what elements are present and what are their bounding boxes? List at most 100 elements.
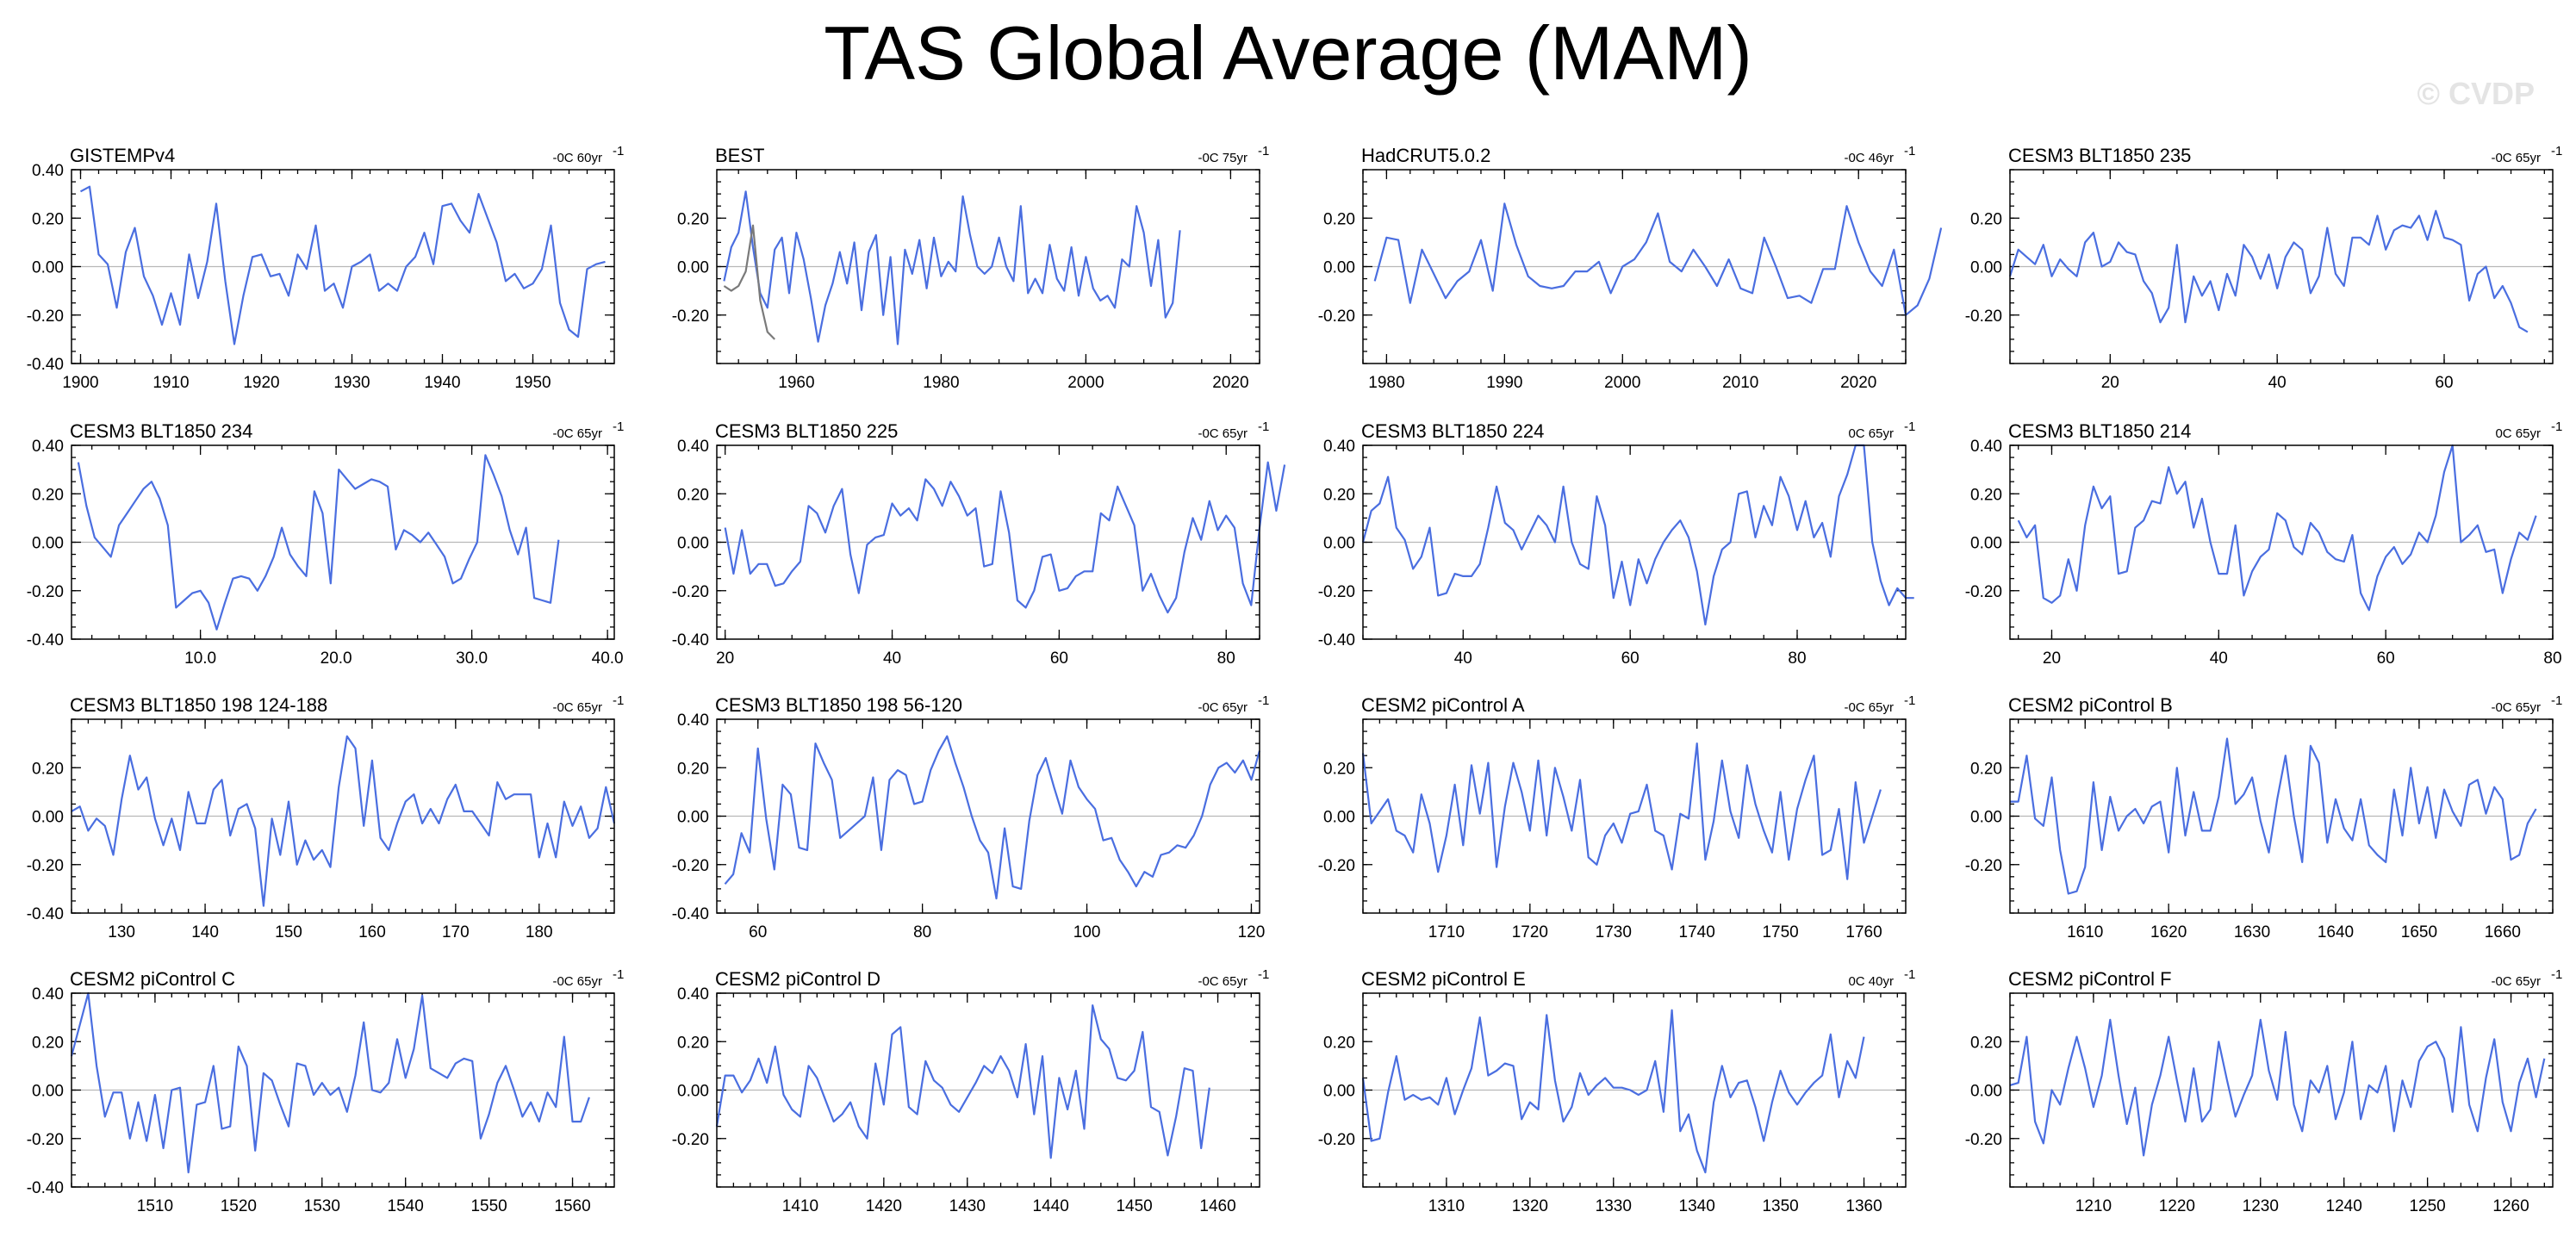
panel-frame [2009, 992, 2554, 1188]
y-tick-label: -0.20 [1318, 308, 1355, 326]
y-tick-label: 0.20 [1323, 1034, 1355, 1052]
panel-title: CESM3 BLT1850 214 [2008, 420, 2191, 442]
y-tick-label: -0.20 [27, 857, 64, 875]
panel-trend-label: -0C 65yr [2491, 151, 2541, 165]
x-tick-label: 20.0 [320, 649, 352, 668]
x-tick-label: 1990 [1486, 374, 1522, 392]
chart-panel: CESM3 BLT1850 198 56-120 -0C 65yr -1 60 80 10… [672, 693, 1270, 941]
x-tick-label: 1460 [1199, 1197, 1235, 1215]
y-tick-label: -0.20 [27, 1131, 64, 1149]
y-tick-label: -0.20 [27, 583, 64, 601]
x-tick-label: 1320 [1512, 1197, 1548, 1215]
x-tick-label: 140 [191, 923, 219, 941]
panel-trend-label: -0C 65yr [1198, 426, 1248, 441]
chart-panel: CESM2 piControl D -0C 65yr -1 1410 1420 1430 1… [672, 967, 1270, 1215]
x-tick-label: 2000 [1067, 374, 1104, 392]
panel-trend-exponent: -1 [2551, 967, 2562, 982]
panel-title: CESM2 piControl F [2008, 968, 2172, 990]
y-tick-label: 0.20 [1970, 486, 2002, 504]
series-line [1361, 1009, 1865, 1174]
chart-panel: GISTEMPv4 -0C 60yr -1 1900 1910 1920 1930 1940 1… [27, 144, 625, 392]
panel-title: CESM3 BLT1850 234 [70, 420, 252, 442]
panel-frame [2009, 718, 2554, 914]
x-tick-label: 1420 [866, 1197, 902, 1215]
panel-title: CESM2 piControl D [715, 968, 880, 990]
panel-trend-exponent: -1 [1904, 967, 1915, 982]
x-tick-label: 1610 [2067, 923, 2103, 941]
series-line [724, 735, 1261, 900]
panel-title: CESM2 piControl C [70, 968, 235, 990]
x-tick-label: 2010 [1722, 374, 1758, 392]
x-tick-label: 1260 [2492, 1197, 2529, 1215]
chart-panel: CESM2 piControl F -0C 65yr -1 1210 1220 1230 1… [1965, 967, 2563, 1215]
y-tick-label: -0.20 [1965, 583, 2002, 601]
chart-panel: CESM3 BLT1850 224 0C 65yr -1 40 60 80 -0.40 -0.… [1318, 419, 1916, 668]
y-tick-label: -0.20 [1318, 857, 1355, 875]
y-tick-label: 0.00 [1970, 1083, 2002, 1101]
y-tick-label: -0.40 [672, 905, 709, 923]
y-tick-label: 0.00 [1323, 259, 1355, 277]
y-tick-label: -0.20 [672, 308, 709, 326]
x-tick-label: 170 [442, 923, 470, 941]
panel-trend-exponent: -1 [1904, 144, 1915, 158]
x-tick-label: 1630 [2234, 923, 2270, 941]
y-tick-label: -0.20 [27, 308, 64, 326]
x-tick-label: 1550 [470, 1197, 507, 1215]
y-tick-label: -0.40 [672, 631, 709, 649]
series-line [724, 461, 1286, 614]
chart-panel: CESM3 BLT1850 234 -0C 65yr -1 10.0 20.0 30.0 4… [27, 419, 625, 668]
y-tick-label: 0.00 [1323, 809, 1355, 827]
x-tick-label: 20 [2101, 374, 2119, 392]
y-tick-label: 0.20 [677, 1034, 709, 1052]
panel-trend-exponent: -1 [1258, 693, 1269, 708]
y-tick-label: -0.20 [1965, 308, 2002, 326]
x-tick-label: 1950 [514, 374, 551, 392]
panel-frame [716, 444, 1260, 640]
panel-trend-exponent: -1 [613, 967, 624, 982]
y-tick-label: 0.40 [677, 438, 709, 456]
panel-title: BEST [715, 145, 764, 166]
y-tick-label: 0.20 [1970, 1034, 2002, 1052]
x-tick-label: 1330 [1596, 1197, 1632, 1215]
x-tick-label: 1900 [62, 374, 98, 392]
panel-frame [2009, 444, 2554, 640]
chart-panel: CESM3 BLT1850 235 -0C 65yr -1 20 40 60 -0.20 0.… [1965, 144, 2563, 392]
x-tick-label: 40 [1454, 649, 1472, 668]
panel-trend-exponent: -1 [1258, 419, 1269, 434]
x-tick-label: 1930 [333, 374, 370, 392]
x-tick-label: 100 [1073, 923, 1101, 941]
panel-title: HadCRUT5.0.2 [1361, 145, 1490, 166]
x-tick-label: 1240 [2326, 1197, 2362, 1215]
y-tick-label: 0.00 [1323, 1083, 1355, 1101]
series-line [70, 991, 590, 1174]
y-tick-label: 0.40 [1323, 438, 1355, 456]
panel-title: CESM2 piControl A [1361, 694, 1525, 716]
panel-trend-label: -0C 65yr [552, 700, 602, 715]
panel-title: GISTEMPv4 [70, 145, 175, 166]
panel-title: CESM2 piControl E [1361, 968, 1526, 990]
y-tick-label: 0.40 [1970, 438, 2002, 456]
y-tick-label: 0.20 [32, 760, 64, 778]
panel-trend-exponent: -1 [613, 419, 624, 434]
x-tick-label: 1340 [1679, 1197, 1715, 1215]
x-tick-label: 130 [108, 923, 135, 941]
panel-trend-exponent: -1 [2551, 693, 2562, 708]
x-tick-label: 1410 [782, 1197, 818, 1215]
x-tick-label: 60 [1621, 649, 1640, 668]
x-tick-label: 1230 [2243, 1197, 2279, 1215]
y-tick-label: 0.40 [677, 985, 709, 1004]
panel-frame [716, 169, 1260, 364]
panel-trend-exponent: -1 [2551, 419, 2562, 434]
chart-panel: BEST -0C 75yr -1 1960 1980 2000 2020 -0.20 0.00 0… [672, 144, 1270, 392]
chart-panel: CESM2 piControl A -0C 65yr -1 1710 1720 1730 1… [1318, 693, 1916, 941]
panel-trend-exponent: -1 [1258, 144, 1269, 158]
y-tick-label: 0.00 [32, 809, 64, 827]
x-tick-label: 2000 [1604, 374, 1640, 392]
x-tick-label: 1910 [152, 374, 189, 392]
y-tick-label: 0.00 [1970, 809, 2002, 827]
panel-frame [1362, 169, 1907, 364]
panel-trend-exponent: -1 [2551, 144, 2562, 158]
y-tick-label: 0.20 [677, 486, 709, 504]
y-tick-label: 0.00 [677, 535, 709, 553]
x-tick-label: 1250 [2409, 1197, 2445, 1215]
